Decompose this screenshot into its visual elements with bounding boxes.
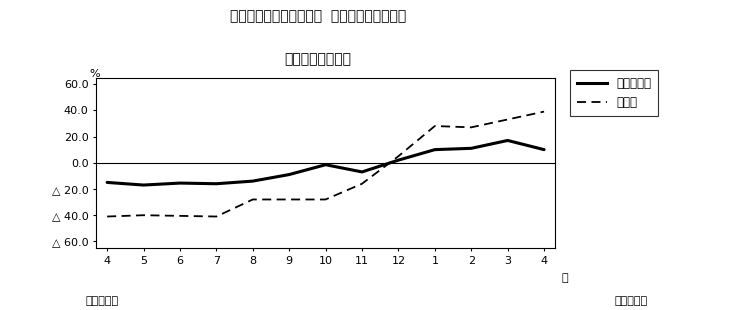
Text: 平成２２年: 平成２２年: [614, 296, 648, 306]
Text: 月: 月: [562, 273, 568, 283]
Text: 平成２１年: 平成２１年: [85, 296, 118, 306]
Text: %: %: [89, 69, 100, 79]
Text: 第２図　所定外労働時間  対前年同月比の推移: 第２図 所定外労働時間 対前年同月比の推移: [230, 9, 406, 23]
Legend: 調査産業計, 製造業: 調査産業計, 製造業: [570, 70, 658, 116]
Text: （規模５人以上）: （規模５人以上）: [285, 53, 352, 67]
